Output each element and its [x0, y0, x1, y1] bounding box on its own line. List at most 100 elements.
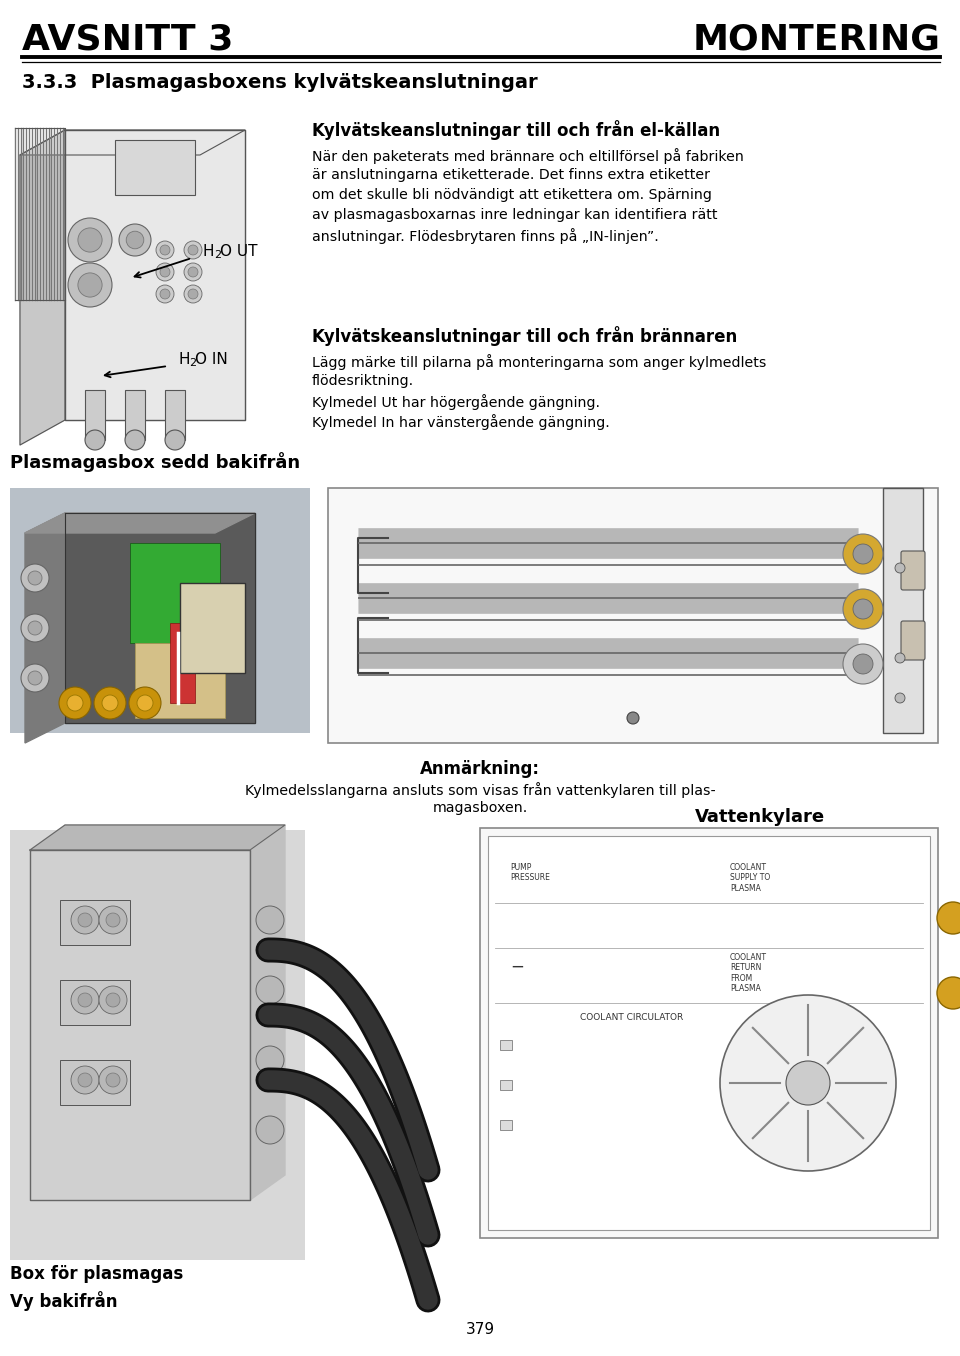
Bar: [165, 391, 185, 439]
Bar: [115, 140, 195, 195]
Circle shape: [256, 1045, 284, 1074]
Text: Kylmedel Ut har högergående gängning.: Kylmedel Ut har högergående gängning.: [312, 395, 600, 410]
Bar: [130, 542, 220, 643]
Polygon shape: [20, 130, 245, 155]
Bar: [170, 622, 195, 702]
Circle shape: [106, 1073, 120, 1088]
Bar: [180, 583, 245, 673]
Circle shape: [71, 1066, 99, 1094]
Circle shape: [853, 544, 873, 564]
Circle shape: [720, 995, 896, 1172]
Polygon shape: [30, 850, 250, 1200]
Text: H: H: [203, 244, 214, 259]
Circle shape: [937, 978, 960, 1009]
Circle shape: [895, 693, 905, 702]
Bar: [883, 488, 923, 734]
Circle shape: [895, 563, 905, 574]
Circle shape: [256, 906, 284, 934]
Circle shape: [78, 993, 92, 1008]
Circle shape: [843, 534, 883, 574]
Bar: [328, 488, 938, 743]
Bar: [60, 900, 130, 945]
Text: MONTERING: MONTERING: [692, 23, 940, 57]
Bar: [125, 391, 145, 439]
Circle shape: [94, 687, 126, 719]
Text: Kylvätskeanslutningar till och från brännaren: Kylvätskeanslutningar till och från brän…: [312, 325, 737, 346]
Bar: [488, 837, 930, 1230]
Bar: [480, 829, 938, 1238]
Circle shape: [28, 571, 42, 584]
Circle shape: [165, 430, 185, 450]
Circle shape: [160, 267, 170, 277]
Circle shape: [937, 902, 960, 934]
Circle shape: [21, 664, 49, 692]
Text: 2: 2: [214, 250, 221, 260]
Text: O IN: O IN: [195, 353, 228, 367]
Circle shape: [137, 696, 153, 711]
Text: är anslutningarna etiketterade. Det finns extra etiketter: är anslutningarna etiketterade. Det finn…: [312, 168, 710, 182]
Bar: [500, 1079, 512, 1090]
Circle shape: [28, 671, 42, 685]
Circle shape: [843, 644, 883, 683]
Circle shape: [156, 241, 174, 259]
Text: COOLANT CIRCULATOR: COOLANT CIRCULATOR: [580, 1013, 684, 1022]
Circle shape: [78, 228, 102, 252]
Polygon shape: [30, 824, 285, 850]
Circle shape: [21, 614, 49, 641]
Circle shape: [99, 1066, 127, 1094]
Circle shape: [71, 986, 99, 1014]
Circle shape: [160, 289, 170, 300]
Bar: [10, 488, 310, 734]
Circle shape: [102, 696, 118, 711]
Circle shape: [156, 263, 174, 281]
Polygon shape: [65, 513, 255, 723]
Circle shape: [78, 1073, 92, 1088]
Circle shape: [160, 245, 170, 255]
Text: −: −: [510, 957, 524, 976]
Bar: [10, 100, 300, 456]
Text: Vattenkylare: Vattenkylare: [695, 808, 825, 826]
Circle shape: [125, 430, 145, 450]
Circle shape: [67, 696, 83, 711]
Text: COOLANT
RETURN
FROM
PLASMA: COOLANT RETURN FROM PLASMA: [730, 953, 767, 993]
Text: 3.3.3  Plasmagasboxens kylvätskeanslutningar: 3.3.3 Plasmagasboxens kylvätskeanslutnin…: [22, 72, 538, 91]
Text: om det skulle bli nödvändigt att etikettera om. Spärning: om det skulle bli nödvändigt att etikett…: [312, 188, 712, 202]
Polygon shape: [25, 513, 255, 533]
Text: H: H: [178, 353, 189, 367]
Text: magasboxen.: magasboxen.: [432, 801, 528, 815]
Bar: [500, 1120, 512, 1130]
Circle shape: [853, 654, 873, 674]
Circle shape: [256, 1116, 284, 1144]
Bar: [500, 1040, 512, 1050]
Text: 2: 2: [189, 358, 196, 367]
Circle shape: [184, 241, 202, 259]
Text: 379: 379: [466, 1322, 494, 1337]
Circle shape: [256, 976, 284, 1003]
Circle shape: [188, 245, 198, 255]
Circle shape: [119, 224, 151, 256]
Polygon shape: [250, 824, 285, 1200]
Text: När den paketerats med brännare och eltillförsel på fabriken: När den paketerats med brännare och elti…: [312, 148, 744, 164]
Circle shape: [78, 913, 92, 928]
Circle shape: [786, 1060, 830, 1105]
Circle shape: [68, 263, 112, 306]
Circle shape: [85, 430, 105, 450]
Circle shape: [68, 218, 112, 262]
Circle shape: [126, 232, 144, 248]
Circle shape: [627, 712, 639, 724]
Text: AVSNITT 3: AVSNITT 3: [22, 23, 233, 57]
Circle shape: [71, 906, 99, 934]
Bar: [60, 1060, 130, 1105]
Circle shape: [106, 913, 120, 928]
Circle shape: [184, 263, 202, 281]
Text: Kylvätskeanslutningar till och från el-källan: Kylvätskeanslutningar till och från el-k…: [312, 119, 720, 140]
FancyBboxPatch shape: [901, 551, 925, 590]
Text: Lägg märke till pilarna på monteringarna som anger kylmedlets: Lägg märke till pilarna på monteringarna…: [312, 354, 766, 370]
Circle shape: [78, 273, 102, 297]
Text: flödesriktning.: flödesriktning.: [312, 374, 414, 388]
Circle shape: [843, 589, 883, 629]
Text: Kylmedelsslangarna ansluts som visas från vattenkylaren till plas-: Kylmedelsslangarna ansluts som visas frå…: [245, 782, 715, 797]
Circle shape: [106, 993, 120, 1008]
Circle shape: [895, 654, 905, 663]
Circle shape: [853, 599, 873, 618]
